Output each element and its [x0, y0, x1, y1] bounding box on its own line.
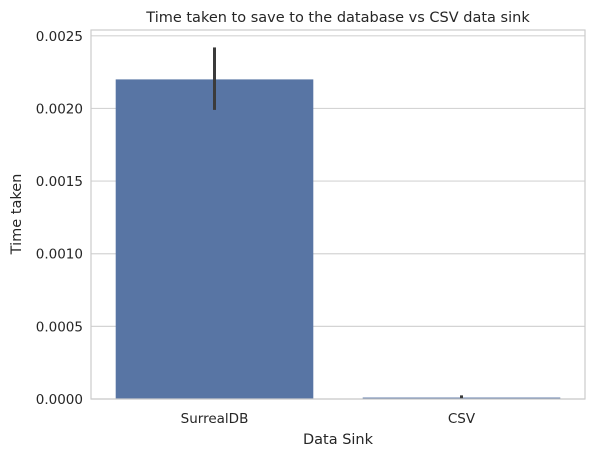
y-axis-label: Time taken: [9, 174, 25, 256]
y-tick-label: 0.0000: [36, 392, 83, 408]
x-axis-label: Data Sink: [303, 432, 374, 448]
x-tick-label: SurrealDB: [181, 411, 249, 427]
y-tick-label: 0.0005: [36, 319, 83, 335]
y-tick-label: 0.0025: [36, 29, 83, 45]
y-tick-label: 0.0015: [36, 174, 83, 190]
bar: [116, 79, 314, 399]
y-tick-label: 0.0010: [36, 247, 83, 263]
x-tick-labels: SurrealDB CSV: [181, 411, 476, 427]
y-tick-labels: 0.0000 0.0005 0.0010 0.0015 0.0020 0.0025: [36, 29, 83, 408]
chart-title: Time taken to save to the database vs CS…: [145, 10, 530, 26]
x-tick-label: CSV: [448, 411, 476, 427]
bars: [116, 79, 561, 399]
y-tick-label: 0.0020: [36, 101, 83, 117]
